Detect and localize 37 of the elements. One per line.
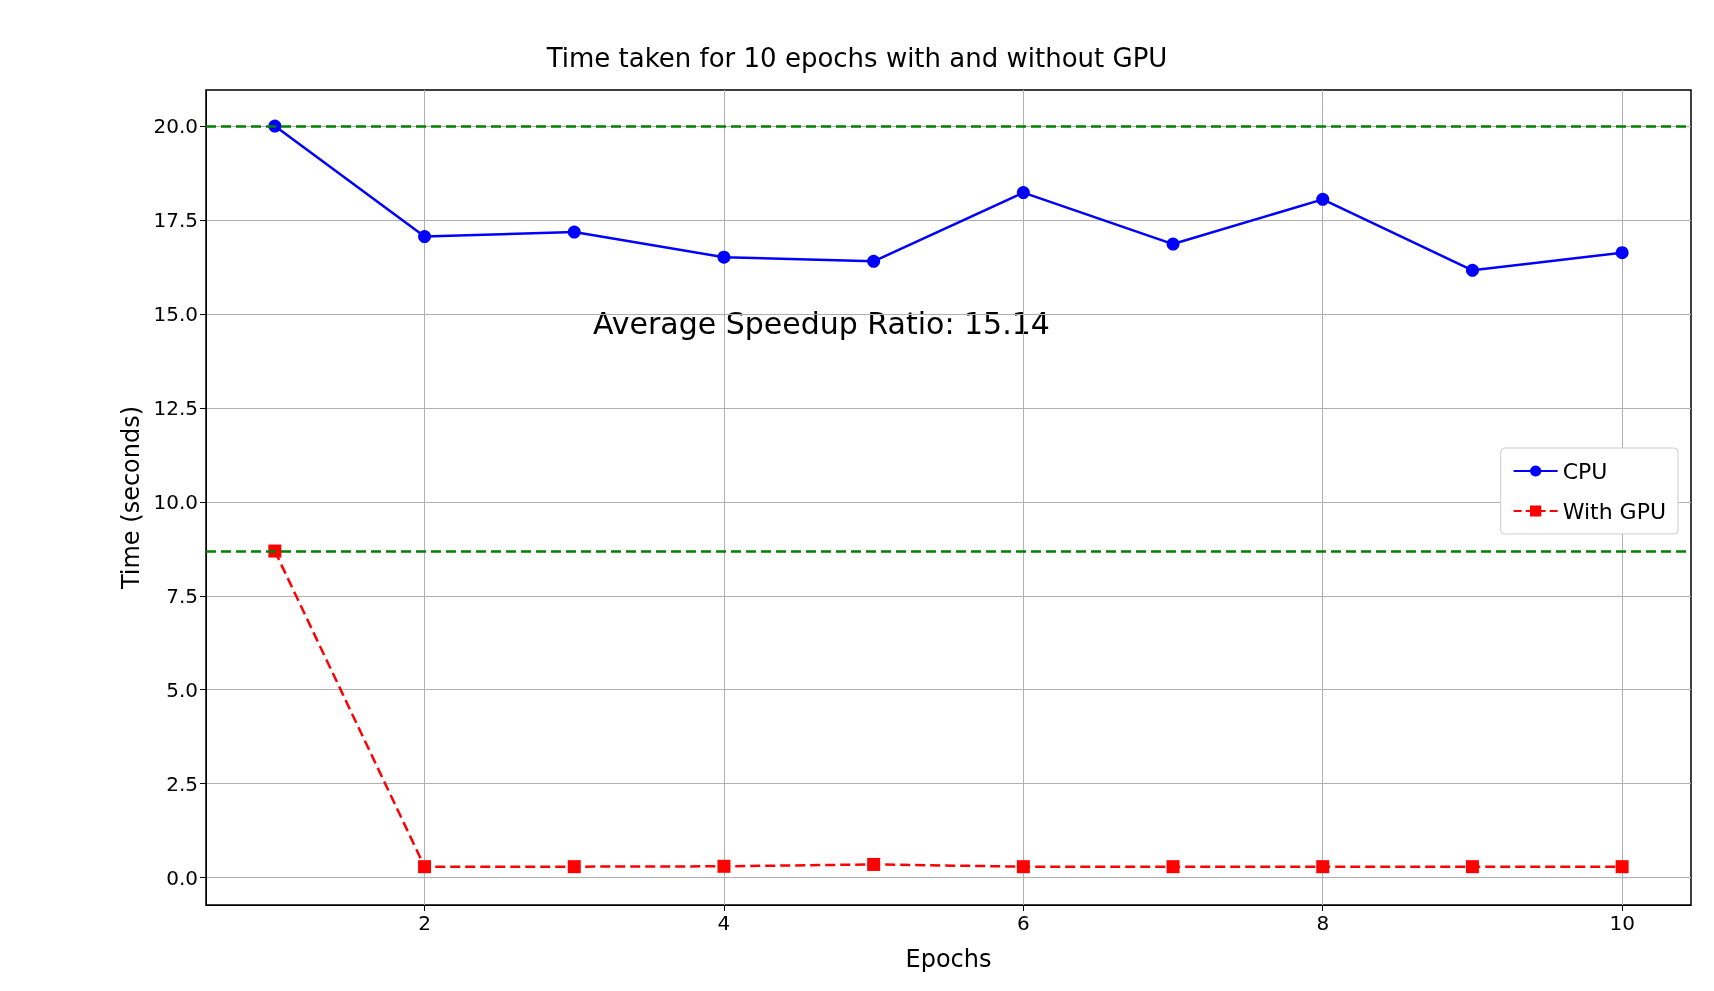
point <box>867 254 881 268</box>
point <box>567 225 581 239</box>
y-tick-label: 17.5 <box>153 208 198 233</box>
x-tick-label: 10 <box>1609 911 1635 935</box>
legend-label: CPU <box>1562 458 1608 484</box>
point <box>1166 237 1180 251</box>
point <box>717 859 731 873</box>
point <box>1615 860 1629 874</box>
chart-title: Time taken for 10 epochs with and without GPU <box>545 43 1168 73</box>
y-tick-label: 12.5 <box>153 395 198 420</box>
point <box>867 857 881 871</box>
point <box>1615 246 1629 260</box>
y-tick-label: 10.0 <box>153 489 198 514</box>
point <box>418 230 432 244</box>
x-tick-label: 8 <box>1316 911 1330 935</box>
point <box>567 860 581 874</box>
x-axis-title: Epochs <box>905 945 992 973</box>
y-tick-label: 5.0 <box>166 677 198 702</box>
x-tick-label: 6 <box>1016 911 1030 935</box>
x-tick-label: 2 <box>418 911 431 935</box>
y-tick-label: 15.0 <box>153 301 198 326</box>
x-tick-label: 4 <box>717 911 731 935</box>
y-tick-label: 7.5 <box>166 583 198 608</box>
point <box>1465 263 1479 277</box>
y-tick-label: 20.0 <box>153 114 198 139</box>
point <box>1465 860 1479 874</box>
y-tick-label: 2.5 <box>166 771 198 796</box>
point <box>1316 860 1330 874</box>
point <box>717 250 731 264</box>
point <box>1166 860 1180 874</box>
y-axis-title: Time (seconds) <box>116 405 145 591</box>
point <box>1016 186 1030 200</box>
point <box>1016 860 1030 874</box>
legend-label: With GPU <box>1562 498 1667 524</box>
point <box>418 860 432 874</box>
point <box>1316 192 1330 206</box>
y-tick-label: 0.0 <box>166 865 198 890</box>
